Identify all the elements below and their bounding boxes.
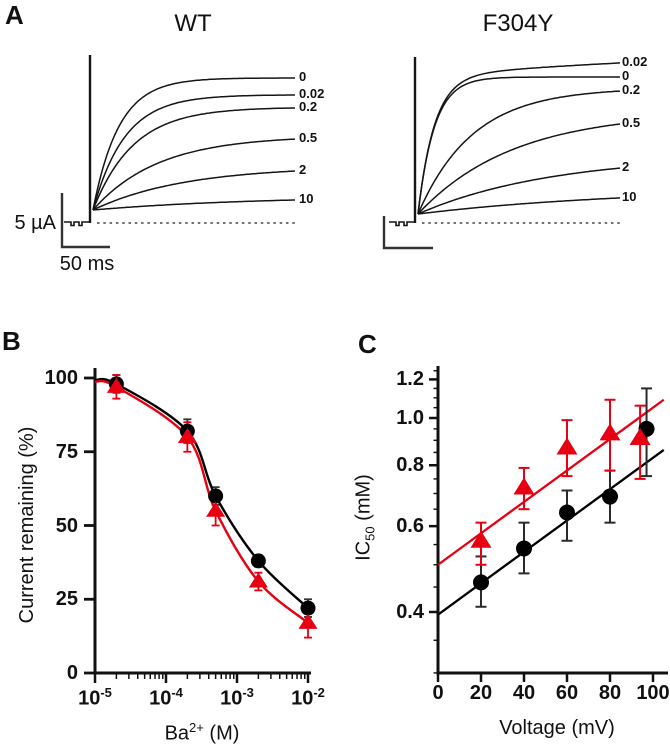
b-x-tick-label: 10-2 xyxy=(291,685,325,710)
current-trace-0.2 xyxy=(417,90,621,215)
c-y-axis-title-suffix: (mM) xyxy=(352,474,375,527)
trace-label-10: 10 xyxy=(299,191,314,206)
panel-a-wt-group xyxy=(60,55,296,249)
fit-line-F304Y xyxy=(437,398,665,566)
panel-a-label: A xyxy=(5,0,24,30)
baseline-prepulse xyxy=(389,221,415,227)
b-y-tick-label: 0 xyxy=(66,662,78,684)
marker-circle-WT xyxy=(602,488,618,505)
b-y-tick-label: 25 xyxy=(55,588,78,610)
b-x-axis-title-prefix: Ba xyxy=(164,722,190,745)
wt-title: WT xyxy=(174,10,212,37)
c-x-axis-title: Voltage (mV) xyxy=(499,717,615,739)
b-x-axis-title-sup: 2+ xyxy=(189,720,204,735)
trace-label-0.02: 0.02 xyxy=(299,86,325,101)
dose-response-curve-WT xyxy=(94,377,314,614)
current-trace-2 xyxy=(92,170,296,211)
marker-triangle-F304Y xyxy=(629,427,651,445)
marker-triangle-F304Y xyxy=(599,423,621,441)
marker-circle-WT xyxy=(516,540,532,557)
b-x-tick-label: 10-4 xyxy=(149,685,183,710)
marker-triangle-F304Y xyxy=(470,530,492,548)
current-trace-2 xyxy=(417,167,621,215)
marker-triangle-F304Y xyxy=(556,437,578,455)
scale-bar xyxy=(382,216,433,250)
b-y-tick-label: 75 xyxy=(55,441,78,463)
c-x-tick-label: 100 xyxy=(636,682,670,704)
trace-label-0: 0 xyxy=(299,69,307,84)
fit-line-WT xyxy=(437,449,665,616)
marker-circle-WT xyxy=(559,504,575,521)
c-y-tick-label: 0.6 xyxy=(396,515,424,537)
b-x-axis-title: Ba2+ (M) xyxy=(122,716,282,746)
scale-bar xyxy=(60,193,110,249)
current-scale-label: 5 µA xyxy=(14,212,56,234)
marker-triangle-F304Y xyxy=(106,377,126,393)
panel-b-label: B xyxy=(2,326,21,356)
c-x-tick-label: 40 xyxy=(512,682,536,704)
b-x-tick-label: 10-3 xyxy=(220,685,254,710)
current-trace-0.2 xyxy=(92,107,295,211)
marker-triangle-F304Y xyxy=(248,572,268,588)
b-x-axis-title-suffix: (M) xyxy=(203,722,240,745)
c-y-tick-label: 0.8 xyxy=(396,454,424,476)
trace-label-0.2: 0.2 xyxy=(622,82,641,97)
trace-label-2: 2 xyxy=(299,162,307,177)
b-y-tick-label: 100 xyxy=(44,367,78,389)
f304y-title: F304Y xyxy=(482,10,554,37)
marker-triangle-F304Y xyxy=(177,428,197,443)
current-trace-0 xyxy=(417,76,620,215)
current-trace-10 xyxy=(92,199,295,211)
trace-label-0: 0 xyxy=(622,68,630,83)
marker-triangle-F304Y xyxy=(513,477,535,495)
marker-circle-WT xyxy=(250,553,266,569)
c-y-tick-label: 1.2 xyxy=(396,368,424,390)
marker-circle-WT xyxy=(300,600,316,616)
c-y-tick-label: 0.4 xyxy=(396,601,424,623)
trace-label-10: 10 xyxy=(622,189,637,204)
marker-circle-WT xyxy=(473,574,489,591)
current-trace-0 xyxy=(92,77,295,211)
trace-label-0.02: 0.02 xyxy=(622,54,648,69)
c-x-tick-label: 80 xyxy=(598,682,622,704)
c-x-tick-label: 60 xyxy=(555,682,579,704)
trace-label-2: 2 xyxy=(622,159,630,174)
marker-triangle-F304Y xyxy=(206,501,226,517)
current-trace-0.02 xyxy=(92,94,295,211)
b-y-tick-label: 50 xyxy=(55,515,78,537)
c-y-axis-title-prefix: IC xyxy=(352,540,375,561)
c-x-tick-label: 20 xyxy=(469,682,493,704)
b-x-tick-label: 10-5 xyxy=(78,685,112,710)
trace-label-0.2: 0.2 xyxy=(299,99,318,114)
marker-triangle-F304Y xyxy=(298,613,318,629)
c-x-tick-label: 0 xyxy=(432,682,444,704)
marker-circle-WT xyxy=(208,488,224,504)
panel-a-f304y-group xyxy=(382,57,621,250)
time-scale-label: 50 ms xyxy=(59,253,115,275)
c-y-tick-label: 1.0 xyxy=(396,407,424,429)
trace-label-0.5: 0.5 xyxy=(622,115,641,130)
dose-response-curve-F304Y xyxy=(94,379,314,629)
current-trace-0.5 xyxy=(417,123,621,215)
current-trace-0.5 xyxy=(92,138,296,211)
trace-label-0.5: 0.5 xyxy=(299,130,318,145)
baseline-prepulse xyxy=(64,221,90,227)
panel-c-label: C xyxy=(358,329,377,359)
current-trace-10 xyxy=(417,197,621,215)
current-trace-0.02 xyxy=(417,62,621,215)
